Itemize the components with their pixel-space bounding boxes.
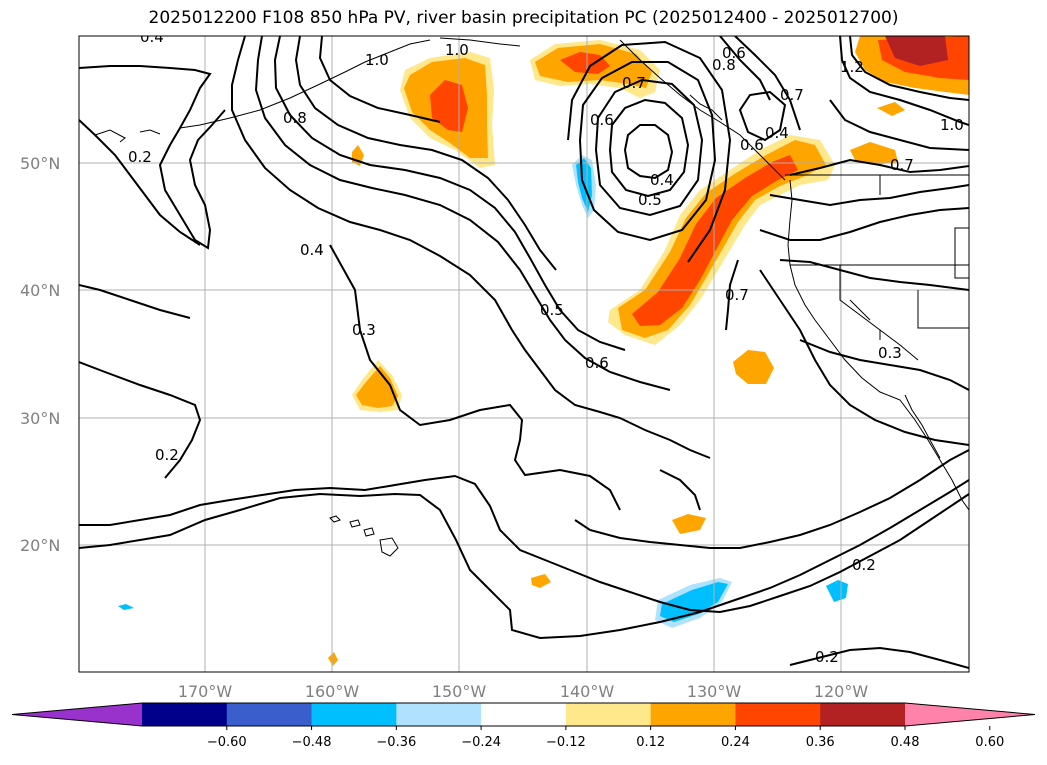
contour-label: 1.0: [445, 41, 469, 59]
contour-label: 0.3: [878, 344, 902, 362]
lon-label-160w: 160°W: [305, 682, 360, 701]
colorbar: −0.60 −0.48 −0.36 −0.24 −0.12 0.12 0.24 0.36 0.4…: [11, 702, 1036, 750]
contour-label: 0.7: [890, 156, 914, 174]
contour-label: 1.0: [365, 51, 389, 69]
lon-label-150w: 150°W: [432, 682, 487, 701]
contour-label: 0.5: [638, 191, 662, 209]
contour-label: 0.2: [852, 556, 876, 574]
map-frame: [78, 35, 970, 673]
contour-label: 0.5: [540, 301, 564, 319]
contour-labels: 0.4 1.0 0.6 0.8 0.2 0.8 0.4 0.3 0.2 0.5 …: [128, 28, 964, 666]
contour-label: 0.4: [650, 171, 674, 189]
colorbar-tick-label: −0.12: [546, 735, 586, 750]
colorbar-tick-label: 0.24: [721, 735, 750, 750]
contour-label: 0.7: [725, 286, 749, 304]
contour-label: 0.2: [815, 648, 839, 666]
colorbar-tick-label: 0.48: [891, 735, 920, 750]
colorbar-bin: [565, 703, 652, 726]
lat-label-20n: 20°N: [20, 536, 60, 555]
colorbar-bin: [396, 703, 482, 726]
colorbar-bin: [142, 703, 228, 726]
longitude-labels: 170°W 160°W 150°W 140°W 130°W 120°W: [178, 682, 869, 701]
contour-label: 0.8: [712, 56, 736, 74]
colorbar-tick-label: 0.36: [806, 735, 835, 750]
lon-label-140w: 140°W: [560, 682, 615, 701]
latitude-labels: 50°N 40°N 30°N 20°N: [20, 154, 60, 555]
contour-label: 0.4: [765, 124, 789, 142]
contour-label: 0.7: [622, 74, 646, 92]
map-title: 2025012200 F108 850 hPa PV, river basin …: [148, 8, 899, 28]
lat-label-50n: 50°N: [20, 154, 60, 173]
lat-label-40n: 40°N: [20, 281, 60, 300]
colorbar-extend-min: [12, 703, 142, 726]
contour-label: 0.6: [590, 111, 614, 129]
colorbar-bin: [311, 703, 397, 726]
contour-label: 0.4: [140, 28, 164, 46]
contour-label: 0.4: [300, 241, 324, 259]
colorbar-bin: [735, 703, 821, 726]
contour-label: 1.0: [940, 116, 964, 134]
graticule: [79, 36, 969, 672]
colorbar-outline: [11, 702, 1036, 727]
pv-contours: [79, 36, 969, 669]
contour-label: 0.3: [352, 321, 376, 339]
map-panel: 0.4 1.0 0.6 0.8 0.2 0.8 0.4 0.3 0.2 0.5 …: [79, 28, 969, 672]
precip-shading: [118, 36, 969, 666]
contour-label: 0.6: [585, 354, 609, 372]
lon-label-170w: 170°W: [178, 682, 233, 701]
lon-label-120w: 120°W: [814, 682, 869, 701]
lat-label-30n: 30°N: [20, 409, 60, 428]
colorbar-bin: [820, 703, 906, 726]
colorbar-bin: [226, 703, 313, 726]
contour-label: 0.2: [128, 148, 152, 166]
colorbar-bin: [650, 703, 736, 726]
lon-label-130w: 130°W: [687, 682, 742, 701]
contour-label: 0.6: [722, 44, 746, 62]
contour-label: 0.8: [283, 109, 307, 127]
colorbar-extend-max: [905, 703, 1035, 726]
colorbar-bin: [481, 703, 567, 726]
colorbar-tick-label: −0.60: [207, 735, 247, 750]
colorbar-tick-label: 0.12: [636, 735, 665, 750]
contour-label: 0.7: [780, 86, 804, 104]
contour-label: 0.6: [740, 136, 764, 154]
contour-label: 0.2: [155, 446, 179, 464]
colorbar-tick-label: 0.60: [975, 735, 1004, 750]
colorbar-tick-label: −0.48: [292, 735, 332, 750]
colorbar-tick-label: −0.36: [376, 735, 416, 750]
contour-label: 1.2: [840, 58, 864, 76]
colorbar-tick-label: −0.24: [461, 735, 501, 750]
